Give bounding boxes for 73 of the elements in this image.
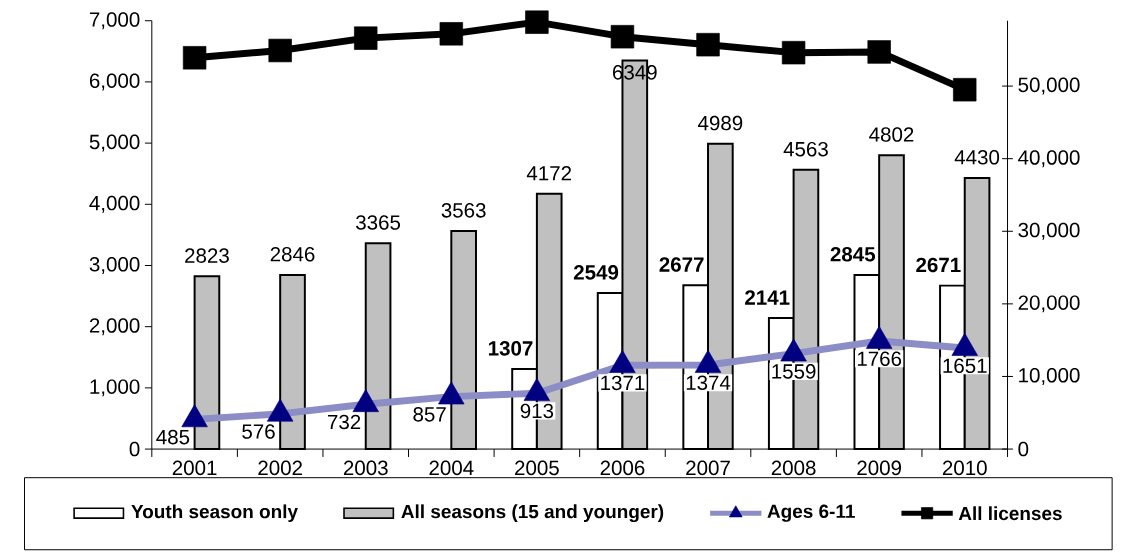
point (696, 33, 720, 57)
y2-tick-label: 0 (1018, 441, 1029, 457)
data-label: 1559 (772, 364, 816, 379)
data-label: 2141 (745, 290, 790, 305)
legend-label: All licenses (958, 506, 1062, 521)
y-tick-label: 0 (129, 441, 140, 457)
y-tick-label: 5,000 (89, 134, 140, 152)
data-label: 3365 (356, 215, 401, 230)
y2-tick-label: 50,000 (1018, 77, 1080, 95)
x-tick-label: 2008 (771, 460, 816, 476)
data-label: 1307 (488, 341, 533, 356)
data-label: 2823 (185, 248, 229, 264)
data-label: 576 (242, 424, 275, 439)
data-label: 1371 (601, 375, 645, 391)
x-tick-label: 2002 (258, 460, 302, 476)
y-tick-label: 1,000 (90, 379, 140, 397)
x-tick-label: 2009 (857, 460, 902, 476)
data-label: 913 (520, 403, 554, 419)
data-label: 2846 (270, 247, 315, 262)
point (182, 46, 207, 70)
data-label: 4802 (869, 127, 914, 142)
x-tick-label: 2006 (600, 460, 645, 476)
x-tick-label: 2007 (686, 460, 730, 476)
data-label: 1766 (857, 351, 902, 367)
data-label: 2845 (830, 247, 876, 262)
y2-tick-label: 40,000 (1018, 150, 1080, 168)
x-tick-label: 2010 (942, 460, 987, 476)
y-tick-label: 4,000 (89, 195, 140, 213)
data-label: 1374 (686, 375, 731, 391)
y-tick-label: 2,000 (89, 318, 140, 336)
point (610, 25, 635, 49)
point (780, 338, 807, 362)
point (781, 41, 806, 65)
y-tick-label: 7,000 (89, 12, 140, 30)
point (267, 398, 294, 422)
x-tick-label: 2001 (172, 460, 217, 476)
data-label: 2671 (916, 257, 961, 273)
y2-tick-label: 20,000 (1018, 295, 1080, 313)
data-label: 4563 (783, 142, 828, 157)
data-label: 4172 (526, 166, 572, 181)
data-label: 2549 (573, 265, 619, 280)
x-tick-label: 2003 (343, 460, 388, 476)
y-tick-label: 6,000 (89, 73, 140, 91)
point (694, 350, 722, 373)
x-tick-label: 2004 (429, 460, 474, 476)
data-label: 4430 (954, 150, 1000, 165)
point (866, 326, 893, 349)
y2-tick-label: 10,000 (1019, 368, 1080, 386)
point (352, 389, 379, 413)
point (953, 78, 977, 102)
data-label: 4989 (698, 115, 743, 131)
point (951, 333, 978, 356)
point (268, 38, 292, 63)
legend-label: Ages 6-11 (767, 504, 855, 523)
x-tick-label: 2005 (515, 460, 559, 476)
data-label: 732 (328, 414, 361, 430)
point (609, 350, 636, 374)
point (354, 26, 378, 50)
point (867, 40, 891, 64)
data-label: 2677 (659, 257, 704, 272)
point (181, 404, 208, 428)
data-label: 3563 (441, 203, 486, 218)
legend-label: All seasons (15 and younger) (401, 504, 664, 523)
point (525, 10, 549, 35)
y-tick-label: 3,000 (89, 257, 140, 275)
point (523, 378, 551, 402)
point (439, 22, 463, 46)
data-label: 1651 (943, 358, 987, 374)
point (438, 381, 465, 405)
y2-tick-label: 30,000 (1018, 222, 1080, 240)
data-label: 485 (156, 430, 190, 445)
legend-label: Youth season only (131, 504, 298, 523)
data-label: 857 (413, 407, 446, 422)
